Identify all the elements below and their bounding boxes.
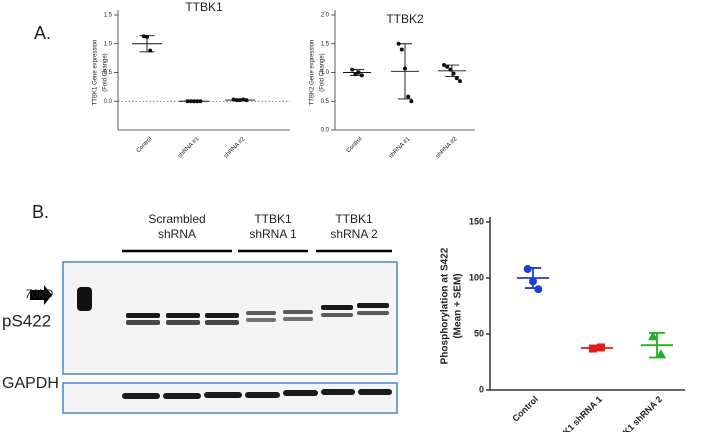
y-tick-label: 0.0 [321, 128, 330, 134]
point [192, 99, 196, 104]
point [442, 63, 446, 68]
y-tick-label: 1.0 [104, 41, 113, 47]
group-label: shRNA 2 [330, 227, 378, 241]
x-tick-label: TTBK1 shRNA 2 [608, 394, 664, 432]
point [451, 71, 456, 76]
y-tick-label: 1.5 [104, 13, 113, 19]
point [148, 48, 153, 53]
point [353, 72, 358, 77]
point [350, 67, 355, 72]
point [406, 94, 411, 99]
chart-title: TTBK2 [386, 12, 424, 26]
point [656, 349, 666, 359]
panel-label: A. [34, 23, 51, 43]
x-tick-label: Control [346, 136, 364, 154]
point [529, 277, 537, 286]
point [597, 343, 605, 352]
y-axis-label: (Fold Change) [103, 53, 109, 91]
point [145, 34, 149, 39]
point [141, 34, 146, 39]
y-tick-label: 2.0 [321, 13, 330, 19]
point [454, 76, 459, 81]
point [195, 99, 200, 104]
y-axis-label: Phosphorylation at S422 [440, 247, 451, 364]
group-label: shRNA [158, 227, 196, 241]
x-tick-label: shRNA #2 [223, 136, 247, 160]
row-label: GAPDH [2, 375, 59, 392]
point [244, 98, 249, 103]
point [589, 344, 597, 353]
point [445, 64, 450, 69]
y-tick-label: 1.0 [321, 70, 330, 76]
y-tick-label: 0.5 [321, 99, 330, 105]
y-tick-label: 50 [474, 328, 484, 338]
group-label: Scrambled [148, 212, 205, 226]
group-label: shRNA 1 [249, 227, 297, 241]
y-tick-label: 0.0 [104, 99, 113, 105]
point [409, 99, 414, 104]
group-label: TTBK1 [254, 212, 292, 226]
point [231, 97, 236, 102]
point [356, 70, 361, 75]
point [448, 67, 453, 72]
y-axis-label: (Mean + SEM) [453, 273, 464, 338]
point [188, 99, 193, 104]
x-tick-label: shRNA #1 [177, 136, 201, 160]
chart-title: TTBK1 [185, 0, 223, 14]
blot [30, 249, 398, 414]
row-label: pS422 [2, 311, 51, 330]
x-tick-label: shRNA #2 [435, 136, 459, 160]
point [523, 265, 532, 274]
x-tick-label: shRNA #1 [388, 136, 412, 160]
y-tick-label: 0.5 [104, 70, 113, 76]
panel-label: B. [32, 202, 49, 222]
point [198, 99, 203, 104]
point [185, 99, 190, 104]
y-axis-label: TTBK2 Gene expression [310, 40, 316, 106]
point [399, 47, 404, 52]
y-axis-label: (Fold Change) [320, 53, 326, 91]
point [403, 66, 407, 71]
x-tick-label: Control [510, 394, 540, 424]
y-tick-label: 1.5 [321, 41, 330, 47]
marker-label: 70kD [25, 287, 53, 301]
bands [122, 303, 392, 399]
x-tick-label: TTBK1 shRNA 1 [548, 394, 604, 432]
y-tick-label: 0 [479, 384, 484, 394]
point [234, 98, 239, 103]
group-label: TTBK1 [335, 212, 373, 226]
point [241, 97, 246, 102]
y-axis-label: TTBK1 Gene expression [93, 40, 99, 106]
point [648, 331, 658, 341]
y-tick-label: 100 [469, 272, 484, 282]
point [359, 73, 364, 78]
y-tick-label: 150 [469, 216, 484, 226]
point [238, 98, 242, 103]
point [458, 79, 462, 84]
x-tick-label: Control [136, 136, 154, 154]
point [396, 41, 401, 46]
point [534, 285, 543, 294]
ladder-band [77, 287, 92, 311]
